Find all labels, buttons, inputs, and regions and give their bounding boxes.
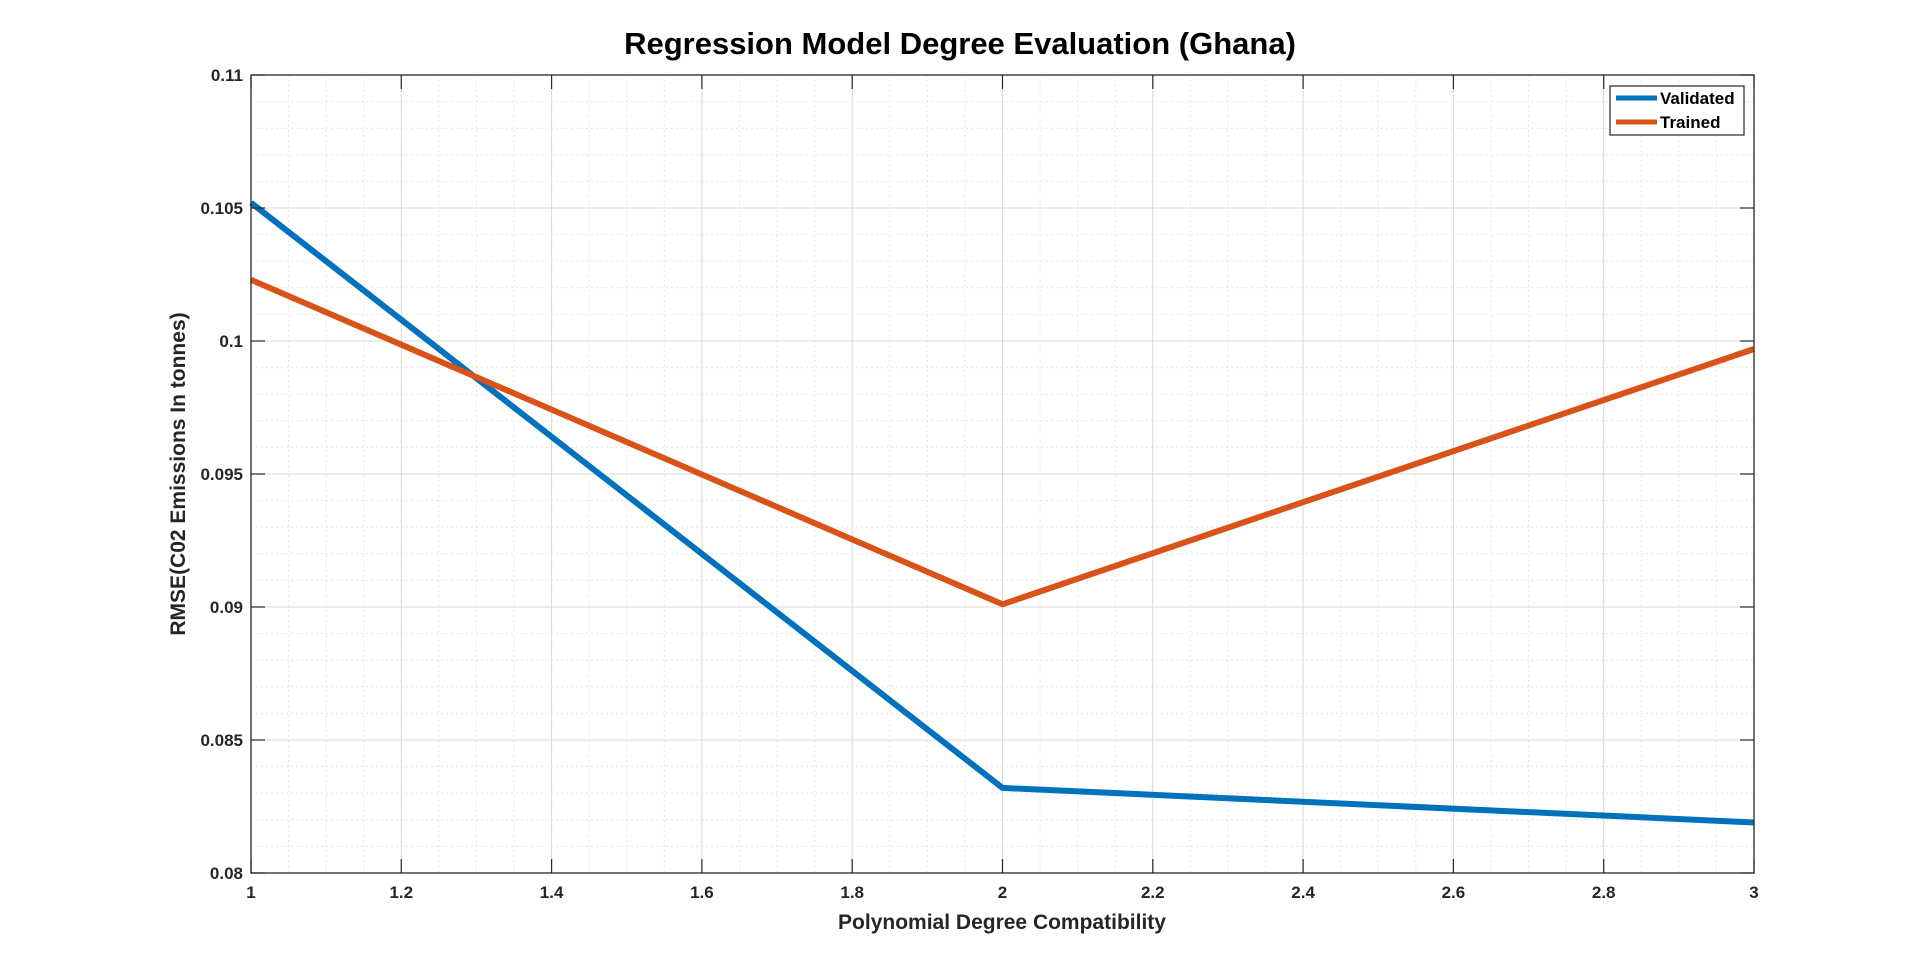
x-tick-label: 2.4 — [1291, 883, 1315, 902]
y-axis-label: RMSE(C02 Emissions In tonnes) — [167, 312, 190, 635]
legend-label-validated: Validated — [1660, 89, 1735, 108]
x-tick-label: 1 — [246, 883, 255, 902]
y-tick-label: 0.105 — [200, 199, 243, 218]
x-axis-label: Polynomial Degree Compatibility — [838, 911, 1166, 934]
x-tick-labels: 1 1.2 1.4 1.6 1.8 2 2.2 2.4 2.6 2.8 3 — [246, 883, 1758, 902]
x-tick-label: 1.4 — [540, 883, 564, 902]
y-tick-label: 0.09 — [210, 598, 243, 617]
series-layer — [249, 200, 1755, 826]
x-tick-label: 2 — [998, 883, 1007, 902]
x-tick-label: 2.6 — [1442, 883, 1466, 902]
legend[interactable]: Validated Trained — [1609, 85, 1745, 136]
legend-box — [1609, 85, 1745, 136]
legend-label-trained: Trained — [1660, 113, 1720, 132]
x-tick-label: 2.8 — [1592, 883, 1616, 902]
y-tick-labels: 0.08 0.085 0.09 0.095 0.1 0.105 0.11 — [200, 66, 243, 883]
y-tick-label: 0.08 — [210, 864, 243, 883]
series-line-trained — [249, 277, 1755, 608]
x-tick-label: 1.8 — [840, 883, 864, 902]
chart-title: Regression Model Degree Evaluation (Ghan… — [624, 26, 1296, 61]
x-tick-label: 2.2 — [1141, 883, 1165, 902]
y-tick-label: 0.11 — [211, 66, 243, 85]
y-tick-label: 0.1 — [219, 332, 243, 351]
x-tick-label: 3 — [1749, 883, 1758, 902]
axis-ticks — [250, 74, 1755, 874]
y-tick-label: 0.085 — [200, 731, 243, 750]
series-line-validated — [249, 200, 1755, 826]
y-tick-label: 0.095 — [200, 465, 243, 484]
x-tick-label: 1.6 — [690, 883, 714, 902]
x-tick-label: 1.2 — [389, 883, 413, 902]
